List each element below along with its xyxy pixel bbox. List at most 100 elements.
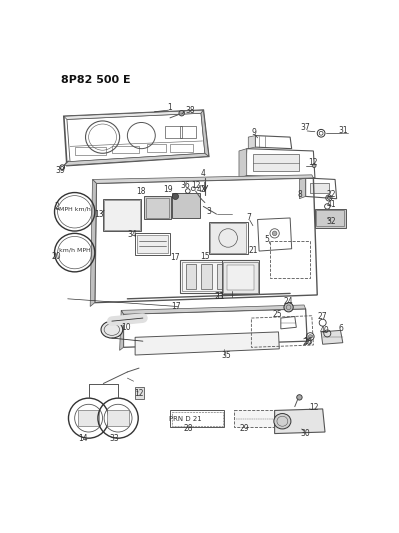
Text: 23: 23 xyxy=(214,292,223,301)
Text: 19: 19 xyxy=(164,185,173,194)
Bar xyxy=(146,198,169,218)
Text: 9: 9 xyxy=(251,128,256,137)
Circle shape xyxy=(272,231,277,236)
Text: 16: 16 xyxy=(303,337,313,346)
Text: 31: 31 xyxy=(338,126,348,135)
Text: 12: 12 xyxy=(134,389,144,398)
Bar xyxy=(270,241,310,278)
Bar xyxy=(135,387,144,399)
Text: 20: 20 xyxy=(51,252,61,261)
Text: 12: 12 xyxy=(309,403,319,412)
Text: 30: 30 xyxy=(301,429,310,438)
Text: 24: 24 xyxy=(284,297,293,305)
Bar xyxy=(210,223,246,253)
Polygon shape xyxy=(248,135,255,149)
Ellipse shape xyxy=(101,321,123,338)
Text: 18: 18 xyxy=(136,187,145,196)
Text: km/h MPH: km/h MPH xyxy=(59,248,91,253)
Text: 6: 6 xyxy=(338,325,343,333)
Bar xyxy=(107,410,129,426)
Text: 35: 35 xyxy=(222,351,231,360)
Text: 15: 15 xyxy=(200,252,210,261)
Circle shape xyxy=(297,394,302,400)
Bar xyxy=(315,209,346,228)
Text: 13: 13 xyxy=(94,211,103,220)
Bar xyxy=(201,264,212,289)
Text: 33: 33 xyxy=(109,434,119,443)
Text: 26: 26 xyxy=(302,338,312,347)
Circle shape xyxy=(308,335,312,338)
Text: 27: 27 xyxy=(317,312,327,321)
Polygon shape xyxy=(64,110,203,119)
Text: 37: 37 xyxy=(301,123,310,132)
Text: 17: 17 xyxy=(171,254,180,262)
Bar xyxy=(186,264,196,289)
Text: 29: 29 xyxy=(239,424,249,433)
Bar xyxy=(253,154,299,171)
Bar xyxy=(172,193,200,218)
Bar xyxy=(144,196,171,220)
Bar xyxy=(222,260,259,294)
Text: 41: 41 xyxy=(326,200,336,209)
Circle shape xyxy=(284,303,293,312)
Polygon shape xyxy=(275,409,325,433)
Text: 2: 2 xyxy=(55,202,59,211)
Text: 10: 10 xyxy=(121,323,130,332)
Bar xyxy=(223,262,258,293)
Text: PRN D 21: PRN D 21 xyxy=(169,416,202,422)
Circle shape xyxy=(312,164,316,167)
Text: 12: 12 xyxy=(192,181,201,190)
Circle shape xyxy=(327,196,330,199)
Polygon shape xyxy=(201,110,209,156)
Bar xyxy=(310,183,329,192)
Bar xyxy=(103,199,141,231)
Polygon shape xyxy=(299,178,306,199)
Bar xyxy=(232,264,243,289)
Bar xyxy=(147,144,166,152)
Text: 8P82 500 E: 8P82 500 E xyxy=(61,75,130,85)
Polygon shape xyxy=(121,305,306,314)
Text: 7: 7 xyxy=(247,213,251,222)
Text: 38: 38 xyxy=(186,106,195,115)
Text: 39: 39 xyxy=(56,166,65,175)
Bar xyxy=(137,235,168,253)
Bar xyxy=(172,412,223,426)
Bar xyxy=(234,410,277,427)
Text: 28: 28 xyxy=(183,424,193,433)
Text: 8: 8 xyxy=(298,190,302,199)
Text: 25: 25 xyxy=(273,311,282,319)
Text: 34: 34 xyxy=(127,230,137,239)
Bar xyxy=(135,233,170,255)
Text: 22: 22 xyxy=(326,190,336,199)
Polygon shape xyxy=(321,330,343,344)
Text: 5: 5 xyxy=(265,235,269,244)
Text: 40: 40 xyxy=(320,326,330,335)
Text: MPH km/h: MPH km/h xyxy=(59,207,91,212)
Bar xyxy=(316,210,344,227)
Bar xyxy=(164,126,182,138)
Bar xyxy=(170,410,224,427)
Bar xyxy=(182,262,256,291)
Bar xyxy=(217,264,227,289)
Bar xyxy=(180,260,258,293)
Polygon shape xyxy=(93,175,313,183)
Text: 3: 3 xyxy=(206,207,211,216)
Text: 32: 32 xyxy=(326,217,336,227)
Bar xyxy=(112,146,139,154)
Ellipse shape xyxy=(274,414,291,429)
Circle shape xyxy=(179,110,184,116)
Text: 21: 21 xyxy=(249,246,259,255)
Circle shape xyxy=(172,193,178,199)
Text: 4: 4 xyxy=(201,169,206,178)
Text: 17: 17 xyxy=(172,302,181,311)
Polygon shape xyxy=(120,310,124,350)
Text: 42: 42 xyxy=(197,185,207,194)
Bar xyxy=(104,200,140,230)
Text: 14: 14 xyxy=(78,434,88,443)
Text: 1: 1 xyxy=(168,103,172,112)
Bar xyxy=(75,147,106,155)
Text: 11: 11 xyxy=(215,292,225,301)
Bar xyxy=(227,265,255,289)
Bar xyxy=(180,126,196,138)
Bar xyxy=(209,222,247,254)
